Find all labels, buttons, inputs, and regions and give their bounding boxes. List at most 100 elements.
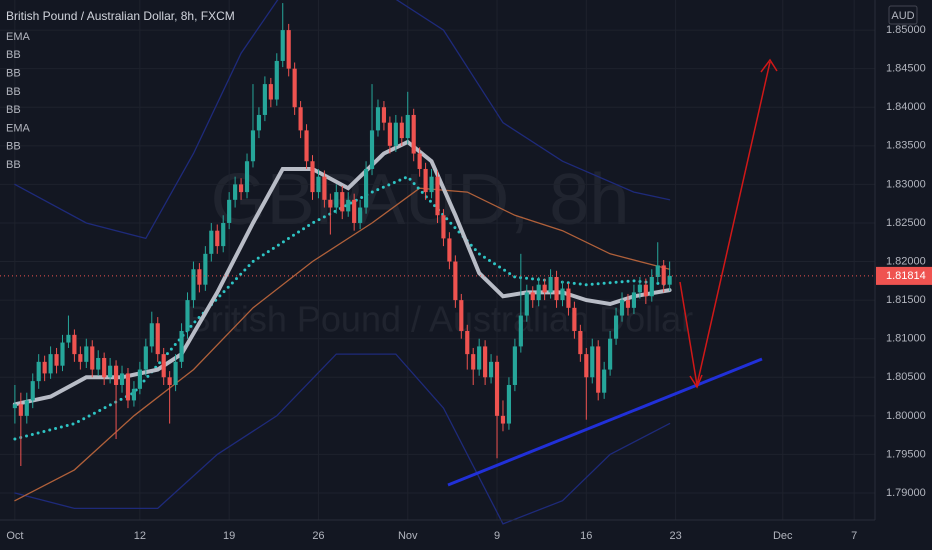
candle-body — [304, 130, 309, 162]
y-axis: 1.79000 1.79500 1.80000 1.80500 1.81000 1.815… — [876, 24, 932, 499]
x-tick-label: Oct — [6, 530, 23, 542]
candle-body — [233, 184, 238, 200]
candle-body — [566, 288, 571, 308]
candle-body — [613, 315, 619, 339]
x-tick-label: 7 — [851, 530, 857, 542]
candle-body — [560, 288, 565, 301]
forecast-arrow — [679, 61, 771, 386]
candle-body — [131, 388, 137, 401]
candle-body — [459, 300, 464, 331]
candle-body — [387, 122, 392, 146]
y-tick-label: 1.85000 — [886, 24, 926, 36]
candle-body — [149, 323, 154, 347]
x-tick-label: 16 — [580, 530, 592, 542]
candle-body — [292, 68, 297, 108]
candle-body — [274, 60, 279, 100]
y-tick-label: 1.80500 — [886, 371, 926, 383]
candle-body — [72, 334, 77, 355]
indicator-line — [13, 174, 672, 441]
candle-body — [608, 338, 613, 370]
candle-body — [286, 30, 291, 69]
y-tick-label: 1.83500 — [886, 140, 926, 152]
indicator-name: BB — [6, 104, 21, 116]
candle-body — [375, 107, 381, 131]
candle-body — [596, 346, 601, 393]
candle-body — [417, 153, 422, 169]
candle-body — [584, 354, 589, 378]
candle-body — [488, 361, 494, 378]
candle-body — [423, 168, 428, 193]
candle-body — [173, 361, 178, 385]
candle-body — [310, 161, 315, 193]
candle-body — [393, 122, 398, 146]
candle-body — [221, 222, 226, 247]
candle-body — [512, 346, 517, 385]
candle-body — [197, 269, 202, 285]
indicator-line — [14, 0, 671, 240]
indicator-line — [14, 353, 671, 525]
candle-body — [137, 369, 142, 389]
candle-body — [280, 30, 285, 61]
x-tick-label: 9 — [494, 530, 500, 542]
candle-body — [661, 265, 666, 285]
candle-body — [108, 365, 113, 378]
candle-body — [358, 207, 363, 223]
candle-body — [590, 346, 595, 378]
candle-body — [161, 354, 166, 378]
candle-body — [48, 354, 53, 374]
candle-body — [518, 315, 523, 347]
symbol-title: British Pound / Australian Dollar, 8h, F… — [6, 9, 235, 23]
x-tick-label: Dec — [773, 530, 793, 542]
candle-body — [405, 114, 410, 139]
candle-body — [244, 161, 250, 193]
candle-body — [506, 384, 512, 424]
candle-body — [42, 361, 47, 374]
last-price-label: 1.81814 — [886, 270, 926, 282]
candle-body — [399, 122, 404, 139]
candle-body — [78, 354, 83, 362]
arrow-head — [760, 58, 778, 73]
candle-body — [369, 130, 375, 169]
indicator-name: BB — [6, 159, 21, 171]
y-tick-label: 1.82000 — [886, 255, 926, 267]
candle-body — [602, 369, 607, 393]
plot — [0, 0, 875, 525]
candle-body — [643, 284, 648, 297]
candle-body — [542, 284, 547, 293]
candle-body — [411, 114, 416, 154]
candle-body — [548, 276, 553, 293]
candle-body — [24, 400, 29, 416]
candle-body — [346, 199, 351, 212]
candle-body — [30, 381, 35, 401]
y-tick-label: 1.79000 — [886, 487, 926, 499]
candle-body — [179, 330, 184, 362]
candle-body — [322, 176, 327, 200]
candle-body — [250, 130, 256, 162]
candle-body — [119, 373, 125, 385]
candle-body — [60, 342, 65, 366]
candle-body — [316, 176, 321, 193]
candle-body — [530, 292, 535, 301]
candle-body — [649, 276, 654, 297]
candle-body — [227, 199, 232, 223]
currency-box — [888, 5, 918, 25]
indicator-legend: EMA BB BB BB BB EMA BB BB — [6, 31, 31, 171]
candle-body — [619, 300, 625, 316]
x-tick-label: 12 — [134, 530, 146, 542]
candle-body — [536, 284, 541, 301]
y-tick-label: 1.81500 — [886, 294, 926, 306]
candle-body — [441, 215, 446, 239]
candle-body — [191, 269, 196, 301]
indicator-name: BB — [6, 68, 21, 80]
last-price-box — [876, 266, 932, 285]
candle-body — [96, 357, 101, 370]
candle-body — [625, 300, 631, 308]
candle-body — [328, 199, 333, 208]
candle-body — [238, 184, 244, 193]
candle-body — [209, 230, 214, 254]
indicator-name: BB — [6, 141, 21, 153]
candle-body — [447, 238, 452, 262]
